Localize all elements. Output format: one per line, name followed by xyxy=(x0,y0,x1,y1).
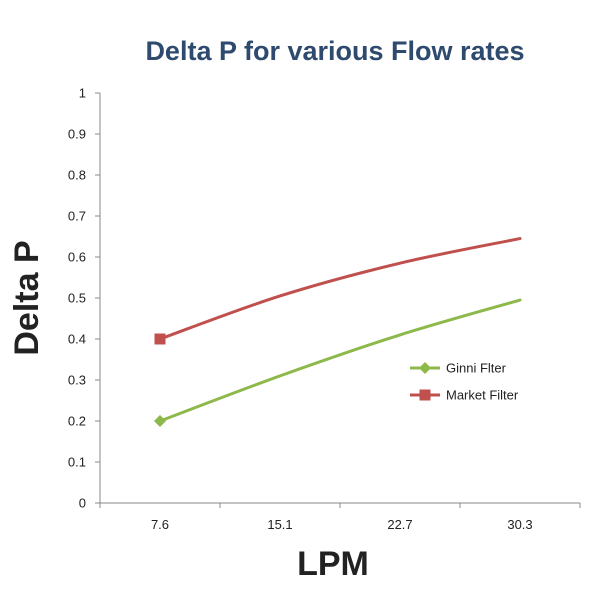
y-tick-label: 0.6 xyxy=(68,250,86,265)
x-tick-label: 22.7 xyxy=(387,517,412,532)
legend-marker xyxy=(419,389,431,401)
y-tick-label: 0.4 xyxy=(68,332,86,347)
series-1 xyxy=(154,237,522,345)
y-tick-label: 0.2 xyxy=(68,414,86,429)
data-point xyxy=(154,415,166,427)
data-point xyxy=(154,333,166,345)
series-line xyxy=(158,237,522,341)
y-tick-label: 0.9 xyxy=(68,127,86,142)
x-tick-label: 15.1 xyxy=(267,517,292,532)
series-layer xyxy=(154,237,522,427)
y-axis-label: Delta P xyxy=(8,240,46,355)
legend-item: Market Filter xyxy=(410,388,519,403)
x-axis-label: LPM xyxy=(297,545,369,583)
x-axis-ticks: 7.6 15.1 22.7 30.3 xyxy=(99,503,581,532)
legend-marker xyxy=(419,362,431,374)
legend-label: Ginni Flter xyxy=(446,361,507,376)
y-tick-label: 0.5 xyxy=(68,291,86,306)
y-tick-label: 0.3 xyxy=(68,373,86,388)
legend: Ginni Flter Market Filter xyxy=(410,361,519,403)
y-tick-label: 0.1 xyxy=(68,455,86,470)
y-tick-label: 0.7 xyxy=(68,209,86,224)
y-tick-label: 0.8 xyxy=(68,168,86,183)
x-tick-label: 30.3 xyxy=(507,517,532,532)
series-0 xyxy=(154,298,522,427)
y-tick-label: 0 xyxy=(79,496,86,511)
series-line xyxy=(158,298,522,423)
x-tick-label: 7.6 xyxy=(151,517,169,532)
legend-item: Ginni Flter xyxy=(410,361,507,376)
y-axis-ticks: 0 0.1 0.2 0.3 0.4 0.5 0.6 0.7 0.8 0.9 1 xyxy=(68,86,100,511)
y-tick-label: 1 xyxy=(79,86,86,101)
legend-label: Market Filter xyxy=(446,388,519,403)
chart-title: Delta P for various Flow rates xyxy=(145,36,524,66)
